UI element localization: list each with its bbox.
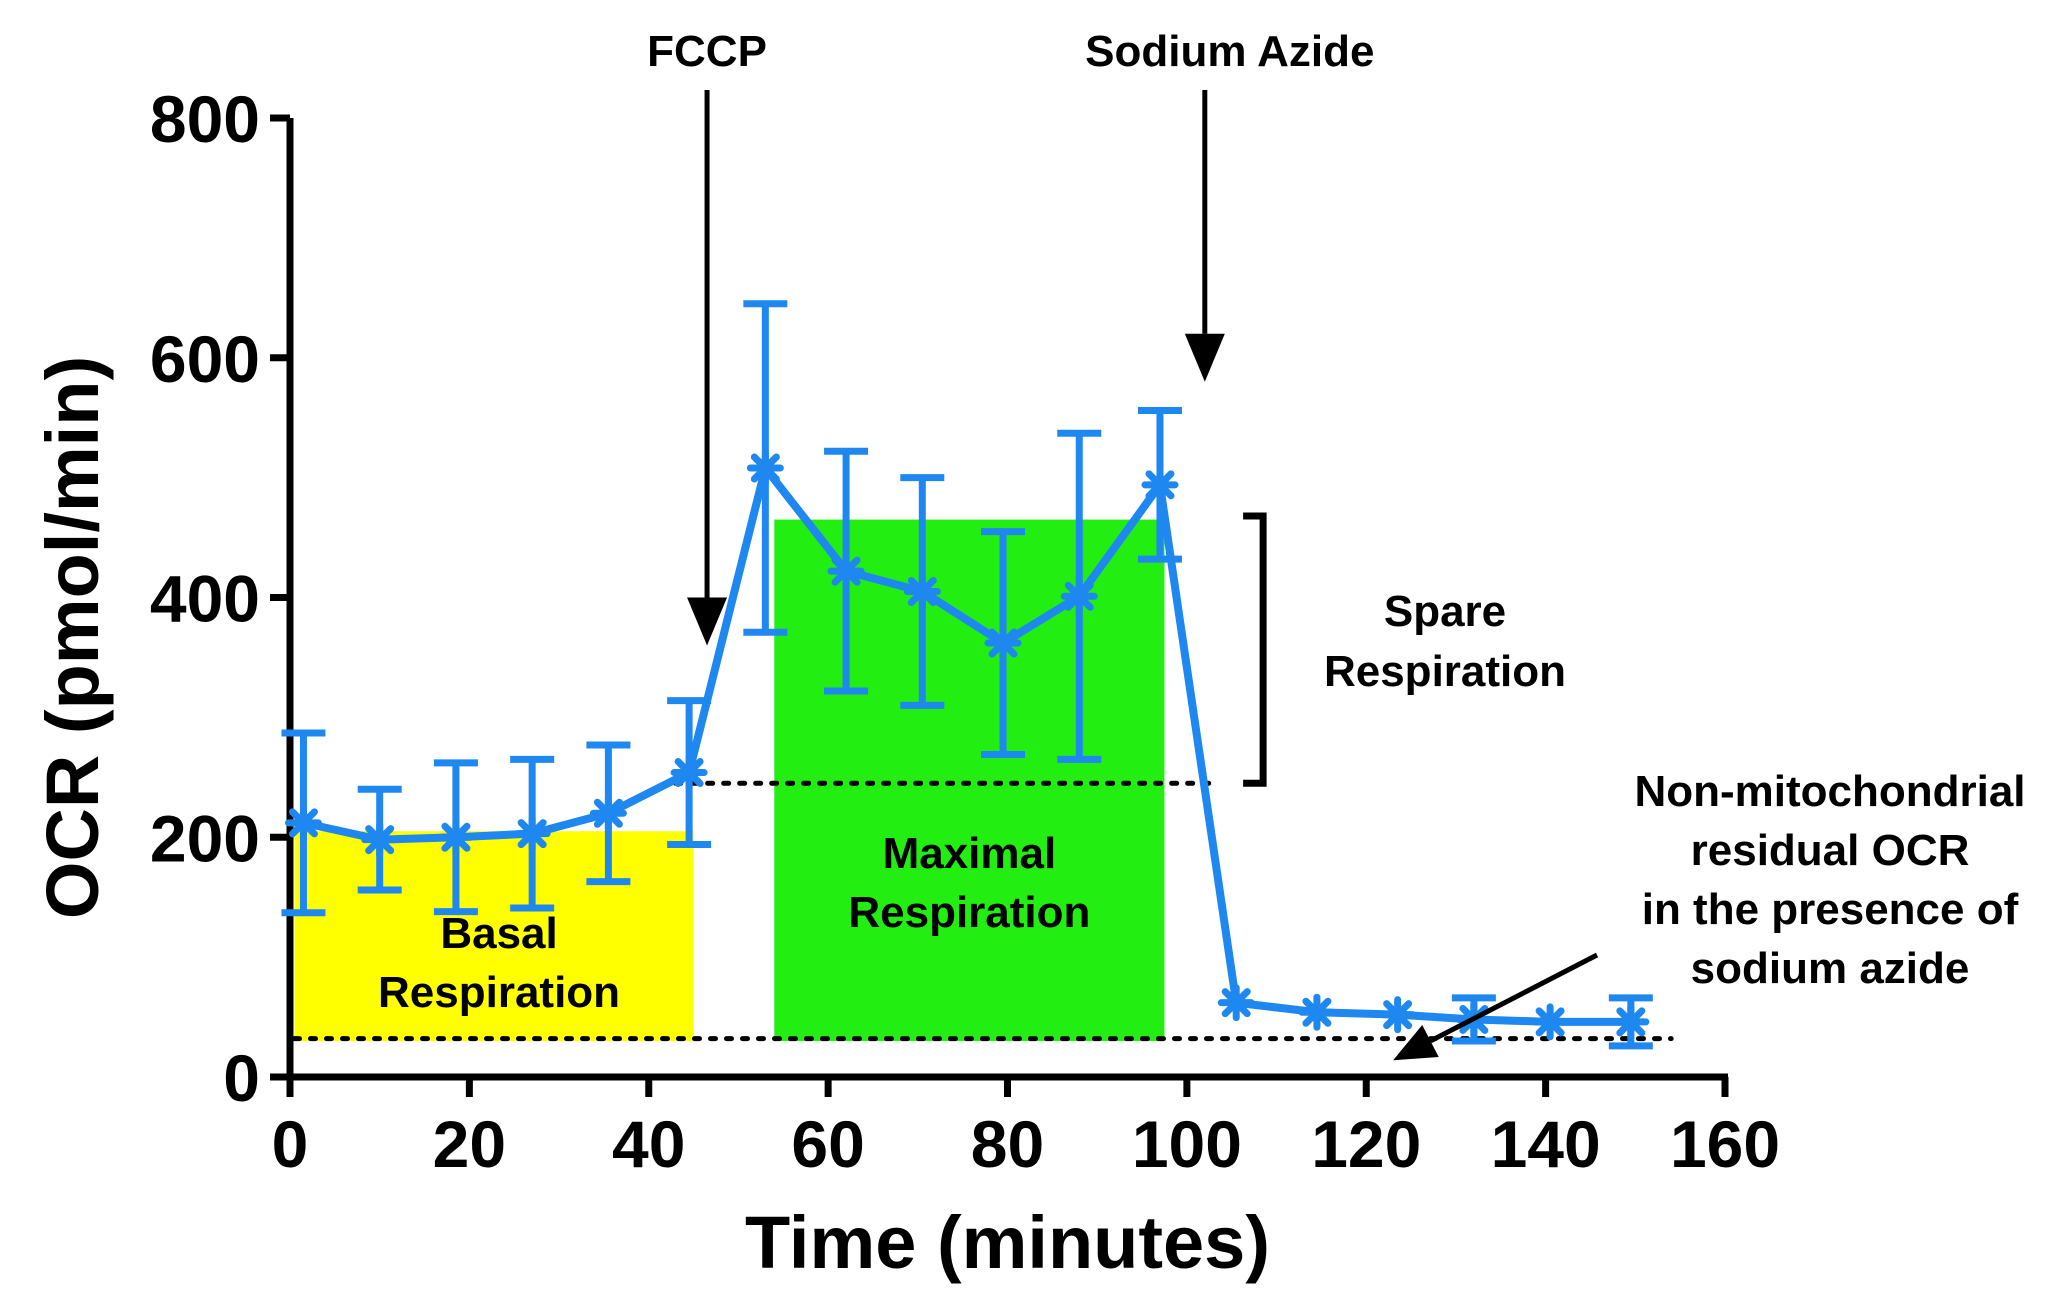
data-point-marker bbox=[589, 794, 627, 832]
marker-stroke bbox=[1383, 1000, 1413, 1030]
series-layer bbox=[281, 300, 1653, 1050]
arrow-shaft bbox=[1429, 952, 1599, 1044]
regions-layer bbox=[294, 519, 1165, 1042]
data-point-marker bbox=[1379, 996, 1417, 1034]
y-tick-label: 0 bbox=[223, 1041, 260, 1115]
data-point-marker bbox=[1217, 984, 1255, 1022]
x-tick-label: 40 bbox=[612, 1107, 685, 1181]
spare-respiration-label: Spare bbox=[1384, 587, 1506, 636]
annotations-layer: Basal Respiration Maximal Respiration FCCP So… bbox=[378, 27, 2026, 1061]
data-point-marker bbox=[984, 624, 1022, 662]
data-point-marker bbox=[361, 821, 399, 859]
y-tick-label: 400 bbox=[150, 562, 260, 636]
marker-stroke bbox=[1064, 581, 1094, 611]
x-tick-label: 100 bbox=[1132, 1107, 1242, 1181]
x-tick-label: 160 bbox=[1670, 1107, 1780, 1181]
data-point-marker bbox=[670, 754, 708, 792]
marker-stroke bbox=[988, 628, 1018, 658]
marker-stroke bbox=[1535, 1007, 1565, 1037]
marker-stroke bbox=[831, 556, 861, 586]
residual-ocr-arrow bbox=[1393, 952, 1599, 1061]
data-point-marker bbox=[284, 804, 322, 842]
y-tick-label: 600 bbox=[150, 322, 260, 396]
data-point-marker bbox=[827, 552, 865, 590]
arrow-head bbox=[687, 597, 728, 646]
spare-respiration-label: Respiration bbox=[1324, 647, 1566, 696]
fccp-arrow bbox=[687, 90, 728, 646]
basal-region-label: Basal bbox=[440, 909, 557, 958]
marker-stroke bbox=[365, 825, 395, 855]
marker-stroke bbox=[674, 758, 704, 788]
arrow-head bbox=[1184, 333, 1225, 382]
basal-respiration-region bbox=[294, 831, 694, 1042]
sodium-azide-arrow bbox=[1184, 90, 1225, 382]
marker-stroke bbox=[593, 798, 623, 828]
marker-stroke bbox=[1302, 997, 1332, 1027]
marker-stroke bbox=[441, 822, 471, 852]
residual-ocr-label: residual OCR bbox=[1691, 826, 1970, 875]
data-point-marker bbox=[1060, 577, 1098, 615]
marker-stroke bbox=[517, 819, 547, 849]
x-tick-label: 0 bbox=[272, 1107, 309, 1181]
spare-respiration-bracket bbox=[1243, 512, 1267, 787]
marker-stroke bbox=[1616, 1007, 1646, 1037]
data-point-marker bbox=[1531, 1003, 1569, 1041]
bracket-line bbox=[1243, 512, 1267, 787]
marker-stroke bbox=[1221, 988, 1251, 1018]
basal-region-label: Respiration bbox=[378, 968, 620, 1017]
marker-stroke bbox=[1145, 470, 1175, 500]
y-axis-title: OCR (pmol/min) bbox=[31, 356, 114, 919]
x-tick-label: 120 bbox=[1311, 1107, 1421, 1181]
marker-stroke bbox=[750, 453, 780, 483]
x-tick-label: 140 bbox=[1491, 1107, 1601, 1181]
y-tick-label: 200 bbox=[150, 801, 260, 875]
data-point-marker bbox=[1298, 993, 1336, 1031]
data-point-marker bbox=[746, 449, 784, 487]
data-point-marker bbox=[903, 573, 941, 611]
x-axis-title: Time (minutes) bbox=[745, 1201, 1270, 1284]
y-tick-label: 800 bbox=[150, 82, 260, 156]
x-tick-label: 80 bbox=[971, 1107, 1044, 1181]
sodium-azide-label: Sodium Azide bbox=[1085, 27, 1374, 76]
residual-ocr-label: Non-mitochondrial bbox=[1634, 767, 2025, 816]
marker-stroke bbox=[907, 577, 937, 607]
residual-ocr-label: sodium azide bbox=[1691, 944, 1970, 993]
fccp-label: FCCP bbox=[647, 27, 767, 76]
data-point-marker bbox=[437, 818, 475, 856]
arrow-head bbox=[1393, 1024, 1439, 1061]
data-point-marker bbox=[1141, 466, 1179, 504]
data-point-marker bbox=[513, 815, 551, 853]
maximal-region-label: Maximal bbox=[883, 829, 1057, 878]
reference-lines-layer bbox=[291, 780, 1674, 1042]
maximal-respiration-region bbox=[774, 519, 1165, 1042]
x-tick-label: 60 bbox=[791, 1107, 864, 1181]
marker-stroke bbox=[288, 808, 318, 838]
x-tick-label: 20 bbox=[433, 1107, 506, 1181]
residual-ocr-label: in the presence of bbox=[1642, 885, 2019, 934]
data-point-marker bbox=[1612, 1003, 1650, 1041]
maximal-region-label: Respiration bbox=[848, 888, 1090, 937]
ticks-layer: 0 20 40 60 80 100 120 140 160 0 200 400 600 800 bbox=[150, 82, 1780, 1181]
